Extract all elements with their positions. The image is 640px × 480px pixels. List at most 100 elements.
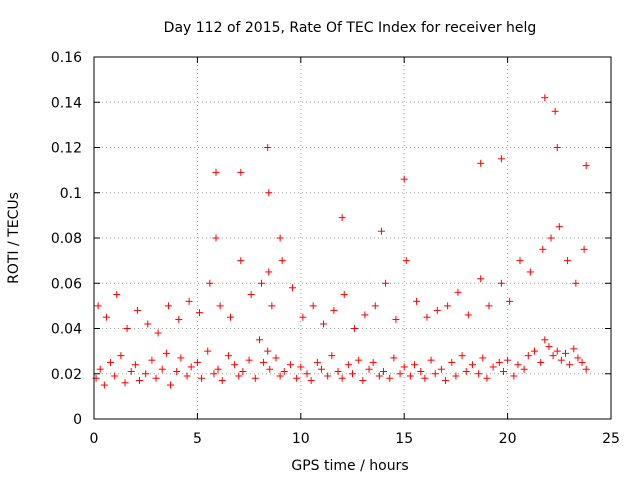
data-point bbox=[380, 367, 388, 375]
data-point bbox=[530, 347, 538, 355]
data-point bbox=[371, 302, 379, 310]
data-point bbox=[142, 370, 150, 378]
data-point bbox=[580, 245, 588, 253]
data-point bbox=[392, 315, 400, 323]
data-point bbox=[127, 367, 135, 375]
y-tick-label: 0.1 bbox=[60, 186, 82, 202]
data-point bbox=[574, 354, 582, 362]
data-point bbox=[417, 367, 425, 375]
data-point bbox=[183, 372, 191, 380]
data-point bbox=[427, 356, 435, 364]
x-tick-labels: 0 5 10 15 20 25 bbox=[90, 431, 620, 447]
data-point bbox=[506, 297, 514, 305]
data-point bbox=[113, 291, 121, 299]
data-point bbox=[557, 356, 565, 364]
data-point bbox=[400, 363, 408, 371]
data-point bbox=[299, 313, 307, 321]
data-point bbox=[541, 94, 549, 102]
data-point bbox=[510, 372, 518, 380]
data-point bbox=[497, 279, 505, 287]
data-point bbox=[361, 311, 369, 319]
data-point bbox=[499, 367, 507, 375]
data-point bbox=[400, 175, 408, 183]
data-point bbox=[224, 352, 232, 360]
data-point bbox=[111, 372, 119, 380]
data-point bbox=[268, 302, 276, 310]
data-point bbox=[365, 365, 373, 373]
data-point bbox=[276, 234, 284, 242]
data-point bbox=[212, 168, 220, 176]
data-point bbox=[100, 381, 108, 389]
data-point bbox=[578, 358, 586, 366]
data-point bbox=[539, 245, 547, 253]
data-point bbox=[154, 329, 162, 337]
data-point bbox=[218, 377, 226, 385]
data-point bbox=[264, 347, 272, 355]
data-point bbox=[123, 325, 131, 332]
data-point bbox=[96, 365, 104, 373]
data-point bbox=[526, 268, 534, 276]
data-point bbox=[177, 354, 185, 362]
data-point bbox=[237, 168, 245, 176]
data-point bbox=[278, 257, 286, 265]
x-tick-label: 25 bbox=[602, 431, 620, 447]
data-point bbox=[175, 315, 183, 323]
data-point bbox=[216, 302, 224, 310]
data-point bbox=[313, 358, 321, 366]
data-point bbox=[330, 306, 338, 314]
data-point bbox=[198, 374, 206, 382]
data-point bbox=[309, 302, 317, 310]
y-tick-label: 0.06 bbox=[51, 276, 82, 292]
data-point bbox=[553, 144, 561, 151]
data-point bbox=[572, 279, 580, 287]
data-point bbox=[477, 159, 485, 167]
x-axis-label: GPS time / hours bbox=[291, 458, 408, 474]
data-point bbox=[340, 291, 348, 299]
data-point bbox=[102, 313, 110, 321]
data-point bbox=[260, 358, 268, 366]
data-point bbox=[94, 302, 102, 310]
data-point bbox=[504, 356, 512, 364]
data-point bbox=[231, 361, 239, 369]
data-point bbox=[195, 309, 203, 317]
x-tick-label: 15 bbox=[395, 431, 413, 447]
data-point bbox=[479, 354, 487, 362]
data-point bbox=[483, 374, 491, 382]
data-point bbox=[421, 374, 429, 382]
data-point bbox=[437, 365, 445, 373]
data-point bbox=[411, 361, 419, 369]
data-point bbox=[338, 374, 346, 382]
data-point bbox=[390, 354, 398, 362]
data-point bbox=[547, 234, 555, 242]
x-tick-label: 0 bbox=[90, 431, 99, 447]
data-point bbox=[495, 358, 503, 366]
data-point bbox=[210, 370, 218, 378]
grid-lines bbox=[94, 57, 611, 419]
y-tick-label: 0 bbox=[73, 412, 82, 428]
data-point bbox=[448, 358, 456, 366]
data-point bbox=[444, 302, 452, 310]
data-point bbox=[324, 372, 332, 380]
data-point bbox=[413, 297, 421, 305]
data-point bbox=[247, 291, 255, 299]
data-point bbox=[245, 356, 253, 364]
data-point bbox=[214, 365, 222, 373]
data-point bbox=[328, 352, 336, 360]
data-point bbox=[303, 370, 311, 378]
data-point bbox=[582, 365, 590, 373]
data-point bbox=[524, 352, 532, 360]
data-point bbox=[117, 352, 125, 360]
data-point bbox=[497, 155, 505, 163]
data-point bbox=[162, 349, 170, 357]
data-point bbox=[462, 367, 470, 375]
data-point bbox=[551, 107, 559, 115]
data-point bbox=[382, 279, 390, 287]
data-point bbox=[396, 370, 404, 378]
data-point bbox=[359, 377, 367, 385]
data-point bbox=[280, 367, 288, 375]
data-point bbox=[258, 279, 266, 287]
data-point bbox=[442, 377, 450, 385]
data-point bbox=[344, 361, 352, 369]
data-point bbox=[320, 320, 328, 328]
